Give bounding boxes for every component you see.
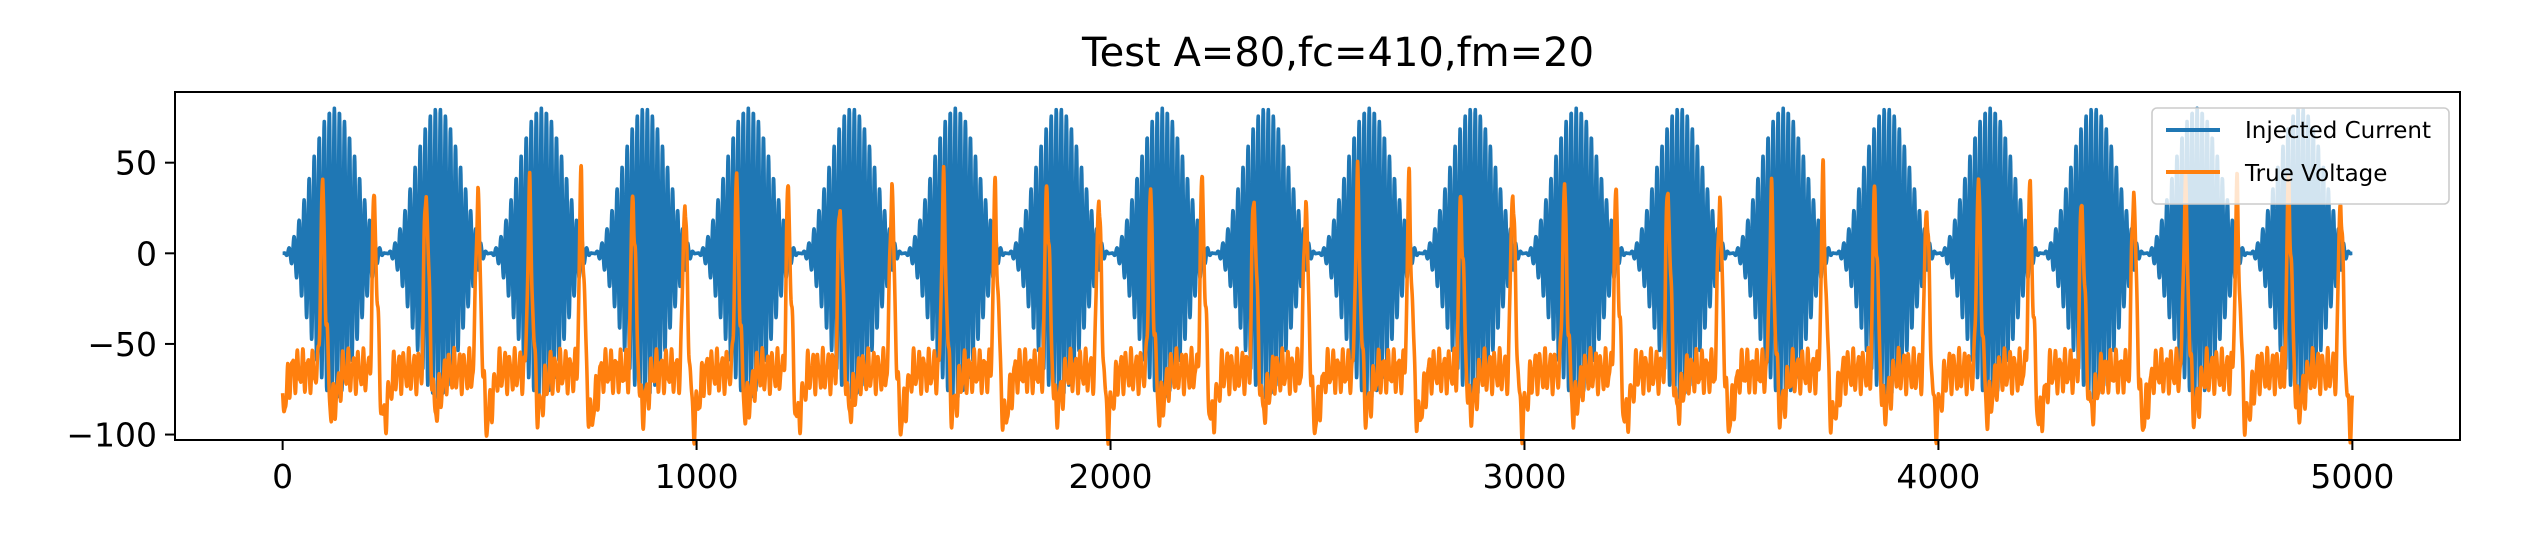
legend-box [2151, 107, 2450, 205]
x-axis: 0 1000 2000 3000 4000 5000 [272, 440, 2394, 496]
legend: Injected Current True Voltage [2151, 107, 2450, 205]
series-layer [280, 106, 2355, 446]
plot-area [174, 91, 2461, 446]
x-tick-label: 4000 [1896, 457, 1980, 496]
y-axis: 50 0 −50 −100 [66, 144, 175, 455]
y-tick-label: −50 [87, 325, 157, 364]
x-tick-label: 1000 [655, 457, 739, 496]
x-tick-label: 0 [272, 457, 293, 496]
series-line-true-voltage [280, 158, 2355, 446]
y-tick-label: 0 [136, 234, 157, 273]
series-line-injected-current [281, 106, 2354, 401]
chart-title: Test A=80,fc=410,fm=20 [1081, 30, 1594, 76]
y-tick-label: −100 [66, 416, 157, 455]
x-tick-label: 2000 [1069, 457, 1153, 496]
axes-frame [174, 91, 2461, 441]
x-tick-label: 5000 [2310, 457, 2394, 496]
x-tick-label: 3000 [1482, 457, 1566, 496]
legend-label-true-voltage: True Voltage [2244, 161, 2387, 187]
y-tick-label: 50 [115, 144, 157, 183]
legend-label-injected-current: Injected Current [2245, 118, 2431, 144]
